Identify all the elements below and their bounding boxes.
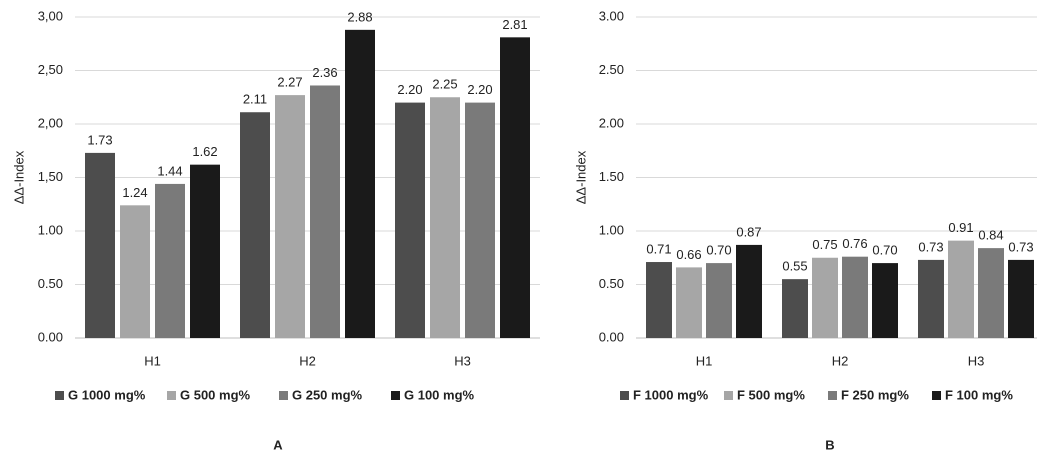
value-label: 1.44: [157, 163, 182, 178]
bar: [812, 257, 838, 338]
legend-swatch: [724, 391, 733, 400]
value-label: 0.55: [782, 259, 807, 274]
value-label: 0.73: [918, 239, 943, 254]
bar: [85, 152, 115, 338]
legend-label: G 1000 mg%: [68, 387, 146, 402]
legend-swatch: [828, 391, 837, 400]
legend-swatch: [55, 391, 64, 400]
value-label: 2.11: [243, 92, 267, 107]
bar: [190, 164, 220, 338]
bar: [918, 259, 944, 338]
value-label: 0.76: [842, 236, 867, 251]
y-tick-label: 2,50: [38, 62, 63, 77]
bar: [345, 29, 375, 339]
value-label: 2.27: [277, 75, 302, 90]
value-label: 0.91: [948, 220, 973, 235]
value-label: 0.70: [706, 243, 731, 258]
y-tick-label: 1.00: [38, 222, 63, 237]
bar: [736, 244, 762, 338]
value-label: 0.66: [676, 247, 701, 262]
value-label: 0.70: [872, 243, 897, 258]
y-tick-label: 0.50: [599, 276, 624, 291]
bar: [646, 262, 672, 338]
y-tick-label: 2,00: [38, 115, 63, 130]
value-label: 0.71: [646, 241, 671, 256]
bar: [872, 263, 898, 338]
bar: [240, 112, 270, 338]
panel-label: A: [273, 437, 283, 452]
y-tick-label: 0.50: [38, 276, 63, 291]
bar: [1008, 259, 1034, 338]
x-tick-label: H3: [454, 353, 471, 368]
x-tick-label: H3: [968, 353, 985, 368]
x-tick-label: H1: [144, 353, 161, 368]
value-label: 0.75: [812, 237, 837, 252]
bar: [782, 279, 808, 338]
value-label: 1.62: [192, 144, 217, 159]
legend-label: G 100 mg%: [404, 387, 475, 402]
value-label: 2.36: [312, 65, 337, 80]
bar: [430, 97, 460, 338]
bar: [706, 263, 732, 338]
bar: [676, 267, 702, 338]
y-tick-label: 3,00: [38, 8, 63, 23]
value-label: 0.73: [1008, 239, 1033, 254]
x-tick-label: H2: [299, 353, 316, 368]
bar: [978, 248, 1004, 338]
bar: [120, 205, 150, 338]
legend-label: F 250 mg%: [841, 387, 909, 402]
value-label: 2.20: [397, 82, 422, 97]
y-axis-label: ΔΔ-Index: [573, 150, 588, 204]
legend-label: F 1000 mg%: [633, 387, 709, 402]
y-tick-label: 1.00: [599, 222, 624, 237]
legend-label: F 100 mg%: [945, 387, 1013, 402]
value-label: 1.24: [122, 185, 147, 200]
bar: [465, 102, 495, 338]
bar: [310, 85, 340, 338]
bar: [395, 102, 425, 338]
legend-label: G 500 mg%: [180, 387, 251, 402]
value-label: 1.73: [87, 132, 112, 147]
value-label: 2.20: [467, 82, 492, 97]
value-label: 0.84: [978, 228, 1003, 243]
y-tick-label: 2.50: [599, 62, 624, 77]
y-tick-label: 1.50: [599, 169, 624, 184]
y-tick-label: 3.00: [599, 8, 624, 23]
legend-swatch: [391, 391, 400, 400]
y-tick-label: 2.00: [599, 115, 624, 130]
legend-label: G 250 mg%: [292, 387, 363, 402]
legend-swatch: [932, 391, 941, 400]
legend-swatch: [279, 391, 288, 400]
value-label: 0.87: [736, 224, 761, 239]
x-tick-label: H1: [696, 353, 713, 368]
legend-label: F 500 mg%: [737, 387, 805, 402]
y-tick-label: 0.00: [599, 329, 624, 344]
x-tick-label: H2: [832, 353, 849, 368]
legend-swatch: [620, 391, 629, 400]
y-tick-label: 0.00: [38, 329, 63, 344]
bar: [842, 256, 868, 338]
panel-label: B: [825, 437, 834, 452]
y-axis-label: ΔΔ-Index: [11, 150, 26, 204]
bar: [275, 95, 305, 338]
y-tick-label: 1,50: [38, 169, 63, 184]
bar: [948, 240, 974, 338]
legend-swatch: [167, 391, 176, 400]
value-label: 2.81: [502, 17, 527, 32]
value-label: 2.88: [347, 9, 372, 24]
bar: [500, 37, 530, 339]
value-label: 2.25: [432, 77, 457, 92]
bar: [155, 183, 185, 338]
